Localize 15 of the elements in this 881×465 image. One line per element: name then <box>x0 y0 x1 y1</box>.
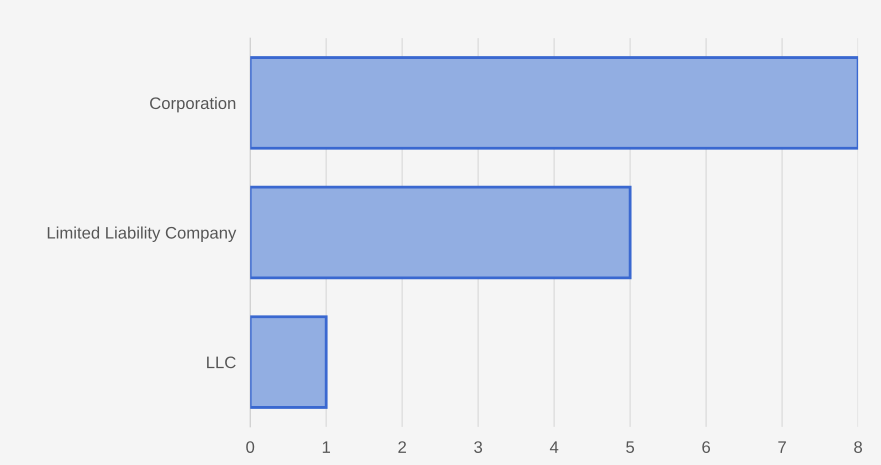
x-tick-label: 0 <box>246 441 254 453</box>
bar <box>250 315 328 409</box>
x-tick-label: 2 <box>398 441 406 453</box>
x-tick-label: 4 <box>550 441 558 453</box>
y-tick-label: LLC <box>207 356 236 368</box>
y-tick-label: Limited Liability Company <box>48 226 236 242</box>
x-tick-label: 3 <box>474 441 482 453</box>
y-tick-label: Corporation <box>150 96 236 112</box>
x-tick-label: 1 <box>322 441 330 453</box>
bar <box>250 186 632 280</box>
bar <box>250 56 858 150</box>
x-tick-label: 5 <box>626 441 634 453</box>
x-tick-label: 6 <box>702 441 710 453</box>
x-tick-label: 8 <box>854 441 862 453</box>
x-tick-label: 7 <box>778 441 786 453</box>
